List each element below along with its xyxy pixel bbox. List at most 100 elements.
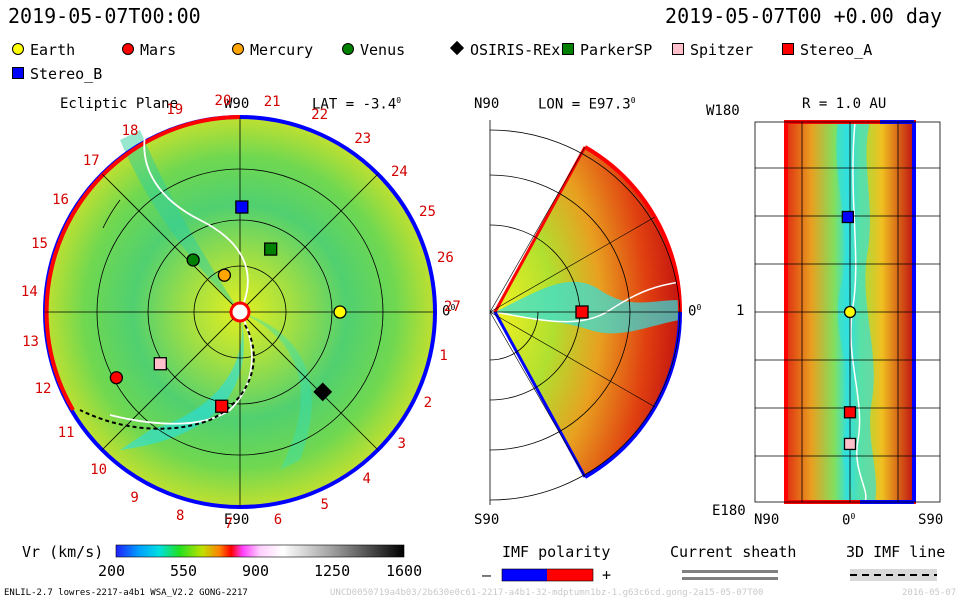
ecliptic-lat-label: LAT = -3.40 (312, 96, 402, 113)
mars-ecliptic-marker (109, 371, 124, 385)
carrington-number: 2 (423, 394, 433, 411)
ecliptic-bottom-label: E90 (224, 512, 250, 528)
carrington-number: 18 (121, 123, 139, 140)
radial-top-left: W180 (706, 103, 740, 119)
radial-bottom-zero: 00 (842, 512, 856, 529)
carrington-number: 10 (90, 461, 108, 478)
earth-legend-marker (12, 43, 24, 55)
radial-mid-left: 1 (736, 303, 745, 319)
carrington-number: 16 (52, 191, 69, 208)
radial-title: R = 1.0 AU (802, 96, 887, 112)
carrington-number: 27 (443, 298, 461, 315)
carrington-number: 12 (34, 381, 52, 398)
radial-bottom-s: S90 (918, 512, 944, 528)
header-time-left: 2019-05-07T00:00 (8, 4, 201, 28)
stereo-a-legend-marker (782, 43, 794, 55)
ecliptic-stream-band-3 (240, 312, 312, 470)
osiris-rex-ecliptic-marker (313, 382, 333, 402)
osiris-rex-legend-label: OSIRIS-REx (470, 41, 561, 59)
earth-radial-marker (843, 305, 857, 319)
spitzer-legend-label: Spitzer (690, 41, 754, 59)
meridional-panel (489, 120, 683, 505)
carrington-number: 9 (130, 490, 139, 507)
stereo-a-legend-label: Stereo_A (800, 41, 873, 59)
carrington-number: 11 (57, 424, 75, 441)
colorbar-tick-label: 200 (98, 562, 126, 580)
carrington-number: 26 (437, 250, 454, 267)
stereo-a-meridional-marker (575, 305, 589, 319)
imf-line-label: 3D IMF line (846, 543, 946, 561)
colorbar-tick-label: 550 (170, 562, 198, 580)
current-sheath-label: Current sheath (670, 543, 797, 561)
ecliptic-field-line-2 (109, 311, 253, 425)
carrington-number: 17 (82, 153, 100, 170)
imf-positive-swatch (547, 569, 593, 581)
footer-model: ENLIL-2.7 lowres-2217-a4b1 WSA_V2.2 GONG… (4, 588, 248, 598)
ecliptic-imf-line (79, 324, 255, 430)
ecliptic-title: Ecliptic Plane (60, 96, 179, 112)
footer-date: 2016-05-07 (902, 588, 957, 598)
carrington-number: 8 (176, 508, 185, 525)
colorbar-label: Vr (km/s) (22, 543, 104, 561)
carrington-number: 6 (273, 511, 283, 528)
header-time-right: 2019-05-07T00 +0.00 day (665, 4, 942, 28)
colorbar-tick-label: 1250 (314, 562, 351, 580)
carrington-number: 19 (166, 102, 184, 119)
ecliptic-top-label: W90 (224, 96, 250, 112)
imf-negative-swatch (502, 569, 547, 581)
footer-watermark: UNCD0050719a4b03/2b630e0c61-2217-a4b1-32… (330, 588, 764, 598)
spitzer-legend-marker (672, 43, 684, 55)
carrington-number: 14 (20, 284, 38, 301)
earth-legend-label: Earth (30, 41, 76, 59)
parkersp-legend-label: ParkerSP (580, 41, 653, 59)
mercury-legend-label: Mercury (250, 41, 314, 59)
parkersp-ecliptic-marker (264, 242, 278, 256)
ecliptic-right-label: 00 (442, 303, 456, 320)
meridional-bottom-label: S90 (474, 512, 500, 528)
carrington-number: 24 (390, 163, 408, 180)
earth-ecliptic-marker (333, 305, 347, 319)
venus-ecliptic-marker (186, 253, 200, 267)
meridional-right-label: 00 (688, 303, 702, 320)
mars-legend-label: Mars (140, 41, 177, 59)
sun-icon (229, 301, 251, 323)
spitzer-ecliptic-marker (153, 357, 167, 371)
imf-plus: + (602, 566, 612, 584)
colorbar (115, 544, 405, 558)
radial-panel (754, 120, 941, 504)
ecliptic-field-line (143, 134, 249, 313)
carrington-number: 4 (362, 471, 371, 488)
carrington-number: 23 (354, 130, 372, 147)
stereo-b-legend-marker (12, 67, 24, 79)
carrington-number: 15 (31, 236, 48, 253)
carrington-number: 20 (214, 92, 232, 109)
carrington-number: 25 (419, 204, 436, 221)
ecliptic-stream-band-2 (120, 312, 244, 450)
colorbar-tick-label: 900 (242, 562, 270, 580)
meridional-lon-label: LON = E97.30 (538, 96, 636, 113)
imf-line-swatch (850, 569, 937, 581)
mercury-legend-marker (232, 43, 244, 55)
imf-polarity-label: IMF polarity (502, 543, 611, 561)
carrington-number: 7 (224, 515, 234, 532)
venus-legend-label: Venus (360, 41, 406, 59)
stereo-b-ecliptic-marker (235, 200, 249, 214)
parkersp-legend-marker (562, 43, 574, 55)
stereo-b-radial-marker (841, 210, 855, 224)
mercury-ecliptic-marker (217, 268, 232, 282)
carrington-number: 13 (22, 333, 39, 350)
stereo-a-ecliptic-marker (215, 399, 229, 413)
current-sheath-line (682, 570, 778, 573)
carrington-number: 3 (397, 436, 406, 453)
carrington-number: 21 (263, 94, 281, 111)
radial-bottom-left: E180 (712, 503, 746, 519)
carrington-number: 22 (311, 107, 329, 124)
stereo-a-radial-marker (843, 406, 857, 419)
meridional-top-label: N90 (474, 96, 500, 112)
mars-legend-marker (122, 43, 134, 55)
ecliptic-panel (43, 115, 437, 509)
imf-minus: – (482, 566, 492, 584)
carrington-number: 1 (439, 348, 448, 365)
radial-bottom-n: N90 (754, 512, 780, 528)
